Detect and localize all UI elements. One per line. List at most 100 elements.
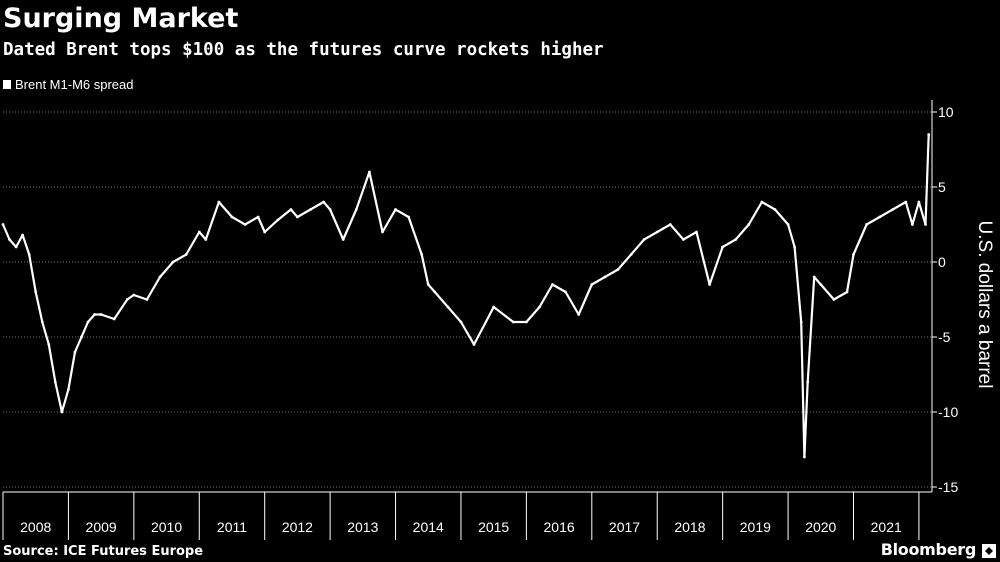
x-tick-label: 2016 bbox=[544, 519, 575, 535]
data-point bbox=[695, 230, 698, 234]
data-point bbox=[721, 245, 724, 249]
data-point bbox=[629, 253, 633, 256]
data-point bbox=[433, 290, 437, 294]
data-point bbox=[577, 313, 581, 316]
data-point bbox=[642, 238, 646, 241]
y-tick-label: 5 bbox=[938, 179, 946, 195]
data-point bbox=[793, 245, 796, 249]
data-point bbox=[34, 290, 38, 294]
y-tick-label: 10 bbox=[938, 104, 954, 120]
data-point bbox=[132, 293, 136, 297]
data-point bbox=[341, 238, 345, 241]
data-point bbox=[322, 200, 325, 204]
data-point bbox=[73, 350, 77, 354]
x-tick-label: 2014 bbox=[413, 519, 444, 535]
series-line bbox=[1, 134, 930, 459]
data-point bbox=[217, 200, 221, 204]
data-point bbox=[60, 410, 64, 414]
data-point bbox=[420, 253, 424, 256]
data-point bbox=[747, 223, 751, 226]
data-point bbox=[668, 223, 672, 226]
data-point bbox=[773, 208, 777, 211]
data-point bbox=[289, 208, 293, 211]
bloomberg-mark-icon bbox=[982, 544, 996, 558]
legend: Brent M1-M6 spread bbox=[3, 77, 134, 92]
brand-logo: Bloomberg bbox=[880, 540, 977, 559]
data-point bbox=[799, 320, 803, 324]
data-point bbox=[112, 317, 116, 321]
data-point bbox=[708, 283, 711, 286]
data-point bbox=[511, 320, 515, 324]
y-tick-label: -10 bbox=[938, 404, 958, 420]
data-point bbox=[125, 298, 129, 301]
data-point bbox=[927, 133, 931, 136]
data-point bbox=[603, 275, 607, 279]
data-point bbox=[158, 275, 162, 279]
legend-label: Brent M1-M6 spread bbox=[15, 77, 134, 92]
data-point bbox=[354, 208, 358, 211]
data-point bbox=[459, 320, 463, 324]
data-point bbox=[47, 343, 51, 346]
data-point bbox=[309, 208, 312, 211]
data-point bbox=[394, 208, 397, 211]
data-point bbox=[832, 298, 836, 301]
x-tick-label: 2017 bbox=[609, 519, 640, 535]
data-point bbox=[492, 305, 496, 309]
x-tick-label: 2021 bbox=[871, 519, 902, 535]
data-point bbox=[803, 455, 806, 459]
data-point bbox=[243, 223, 247, 226]
data-point bbox=[891, 208, 895, 211]
data-point bbox=[256, 215, 260, 219]
data-point bbox=[852, 253, 855, 256]
data-point bbox=[845, 290, 849, 294]
data-point bbox=[80, 335, 83, 339]
data-point bbox=[171, 260, 175, 264]
data-point bbox=[865, 223, 868, 226]
data-point bbox=[786, 223, 790, 226]
data-point bbox=[564, 290, 567, 294]
data-point bbox=[551, 283, 554, 286]
y-axis-title: U.S. dollars a barrel bbox=[974, 221, 995, 389]
data-point bbox=[184, 253, 188, 256]
data-point bbox=[14, 245, 18, 249]
x-tick-label: 2019 bbox=[740, 519, 771, 535]
y-tick-label: -5 bbox=[938, 329, 951, 345]
data-point bbox=[924, 223, 927, 226]
data-point bbox=[197, 230, 201, 234]
x-tick-label: 2018 bbox=[674, 519, 705, 535]
data-point bbox=[27, 253, 31, 256]
data-point bbox=[328, 208, 332, 211]
data-point bbox=[407, 215, 410, 219]
data-point bbox=[230, 215, 234, 219]
data-point bbox=[904, 200, 908, 204]
data-point bbox=[296, 215, 299, 219]
data-point bbox=[917, 200, 921, 204]
source-note: Source: ICE Futures Europe bbox=[3, 544, 204, 559]
x-tick-label: 2012 bbox=[282, 519, 313, 535]
data-point bbox=[655, 230, 659, 234]
data-point bbox=[8, 238, 11, 241]
data-point bbox=[67, 388, 70, 391]
x-tick-label: 2015 bbox=[478, 519, 509, 535]
data-point bbox=[368, 170, 371, 174]
chart-subtitle: Dated Brent tops $100 as the futures cur… bbox=[3, 40, 604, 60]
data-point bbox=[472, 343, 476, 346]
data-point bbox=[53, 380, 57, 384]
data-point bbox=[878, 215, 882, 219]
data-point bbox=[446, 305, 450, 309]
y-tick-label: 0 bbox=[938, 254, 946, 270]
data-point bbox=[40, 320, 44, 324]
x-tick-label: 2008 bbox=[20, 519, 51, 535]
data-point bbox=[682, 238, 685, 241]
data-point bbox=[86, 320, 90, 324]
data-point bbox=[760, 200, 764, 204]
y-tick-label: -15 bbox=[938, 479, 958, 495]
data-point bbox=[99, 313, 103, 316]
data-point bbox=[276, 218, 280, 222]
data-point bbox=[381, 230, 384, 234]
data-point bbox=[911, 223, 914, 226]
chart-title: Surging Market bbox=[3, 3, 239, 34]
data-point bbox=[145, 298, 149, 301]
data-point bbox=[734, 238, 738, 241]
data-point bbox=[1, 223, 5, 226]
